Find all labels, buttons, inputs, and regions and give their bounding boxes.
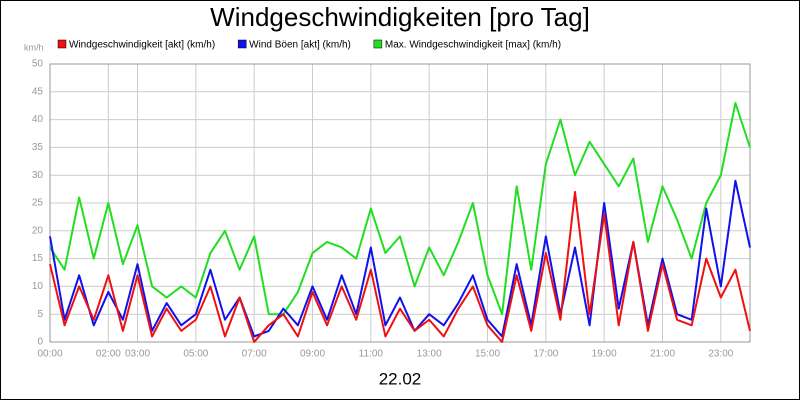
- y-tick-label: 30: [32, 170, 44, 181]
- x-tick-label: 21:00: [650, 349, 675, 360]
- y-tick-label: 40: [32, 114, 44, 125]
- legend-label: Max. Windgeschwindigkeit [max] (km/h): [385, 40, 561, 51]
- y-tick-label: 5: [37, 309, 43, 320]
- y-tick-label: 45: [32, 86, 44, 97]
- y-tick-label: 25: [32, 198, 44, 209]
- x-tick-label: 05:00: [183, 349, 208, 360]
- x-axis-label: 22.02: [379, 369, 422, 388]
- y-tick-label: 50: [32, 59, 44, 70]
- legend-swatch: [57, 39, 67, 49]
- y-tick-label: 35: [32, 142, 44, 153]
- legend-label: Windgeschwindigkeit [akt] (km/h): [69, 40, 215, 51]
- legend-swatch: [237, 39, 247, 49]
- x-tick-label: 09:00: [300, 349, 325, 360]
- series-line: [49, 101, 751, 316]
- y-tick-label: 0: [37, 337, 43, 348]
- y-tick-label: 10: [32, 281, 44, 292]
- x-tick-label: 03:00: [125, 349, 150, 360]
- x-tick-label: 13:00: [417, 349, 442, 360]
- x-tick-label: 23:00: [708, 349, 733, 360]
- x-tick-label: 15:00: [475, 349, 500, 360]
- y-tick-label: 20: [32, 225, 44, 236]
- y-tick-label: 15: [32, 253, 44, 264]
- x-tick-label: 00:00: [37, 349, 62, 360]
- series-line: [49, 190, 751, 343]
- y-unit: km/h: [24, 42, 44, 52]
- x-tick-label: 07:00: [242, 349, 267, 360]
- legend-swatch: [373, 39, 383, 49]
- x-tick-label: 11:00: [359, 349, 384, 360]
- x-tick-label: 02:00: [96, 349, 121, 360]
- x-tick-label: 17:00: [533, 349, 558, 360]
- plot-border: [49, 63, 751, 343]
- x-tick-label: 19:00: [592, 349, 617, 360]
- legend-label: Wind Böen [akt] (km/h): [249, 40, 351, 51]
- chart-title: Windgeschwindigkeiten [pro Tag]: [210, 2, 590, 32]
